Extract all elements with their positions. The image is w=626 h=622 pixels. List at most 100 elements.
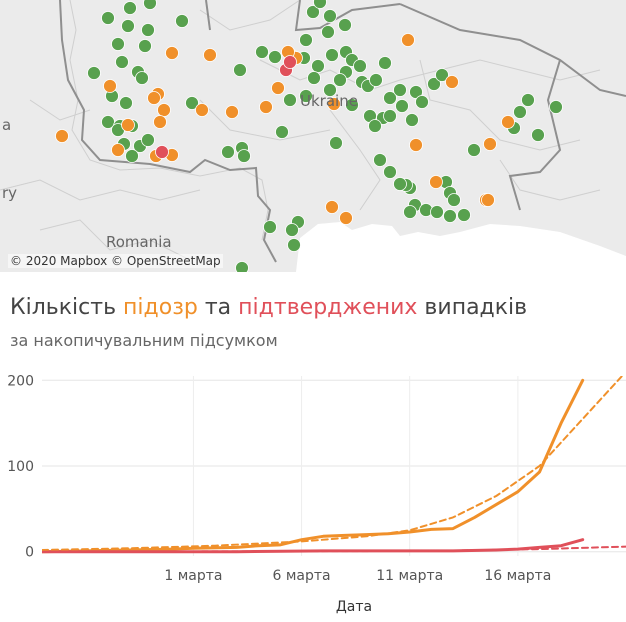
other-marker[interactable] (121, 19, 135, 33)
other-marker[interactable] (138, 39, 152, 53)
other-marker[interactable] (378, 56, 392, 70)
other-marker[interactable] (395, 99, 409, 113)
other-marker[interactable] (87, 66, 101, 80)
suspected-marker[interactable] (195, 103, 209, 117)
suspected-marker[interactable] (111, 143, 125, 157)
suspected-marker[interactable] (429, 175, 443, 189)
other-marker[interactable] (333, 73, 347, 87)
other-marker[interactable] (329, 136, 343, 150)
other-marker[interactable] (373, 153, 387, 167)
other-marker[interactable] (135, 71, 149, 85)
other-marker[interactable] (119, 96, 133, 110)
other-marker[interactable] (549, 100, 563, 114)
other-marker[interactable] (141, 133, 155, 147)
suspected-marker[interactable] (55, 129, 69, 143)
suspected-marker[interactable] (225, 105, 239, 119)
other-marker[interactable] (275, 125, 289, 139)
suspected-marker[interactable] (157, 103, 171, 117)
suspected-marker[interactable] (339, 211, 353, 225)
other-marker[interactable] (383, 109, 397, 123)
series-line-3[interactable] (42, 372, 626, 551)
other-marker[interactable] (513, 105, 527, 119)
suspected-marker[interactable] (325, 200, 339, 214)
other-marker[interactable] (393, 177, 407, 191)
suspected-marker[interactable] (401, 33, 415, 47)
suspected-marker[interactable] (147, 91, 161, 105)
suspected-marker[interactable] (153, 115, 167, 129)
other-marker[interactable] (285, 223, 299, 237)
suspected-marker[interactable] (327, 97, 341, 111)
line-chart[interactable]: 0 100 200 1 марта 6 марта 11 марта 16 марта Д… (0, 360, 626, 622)
map-attribution[interactable]: © 2020 Mapbox © OpenStreetMap (8, 254, 223, 268)
other-marker[interactable] (521, 93, 535, 107)
other-marker[interactable] (235, 261, 249, 273)
suspected-marker[interactable] (483, 137, 497, 151)
other-marker[interactable] (447, 193, 461, 207)
other-marker[interactable] (383, 165, 397, 179)
confirmed-marker[interactable] (155, 145, 169, 159)
other-marker[interactable] (185, 96, 199, 110)
other-marker[interactable] (369, 73, 383, 87)
series-line-1[interactable] (42, 378, 585, 554)
other-marker[interactable] (299, 33, 313, 47)
confirmed-markers[interactable] (155, 55, 297, 159)
other-marker[interactable] (409, 85, 423, 99)
other-marker[interactable] (457, 208, 471, 222)
other-marker[interactable] (255, 45, 269, 59)
other-marker[interactable] (311, 59, 325, 73)
other-marker[interactable] (323, 9, 337, 23)
suspected-marker[interactable] (203, 48, 217, 62)
other-marker[interactable] (321, 25, 335, 39)
other-marker[interactable] (141, 23, 155, 37)
other-marker[interactable] (299, 89, 313, 103)
suspected-marker[interactable] (103, 79, 117, 93)
other-marker[interactable] (383, 91, 397, 105)
other-marker[interactable] (143, 0, 157, 10)
other-marker[interactable] (531, 128, 545, 142)
series-lines[interactable] (42, 372, 626, 554)
covid-map[interactable]: Ukraine Romania a ry © 2020 Mapbox © Ope… (0, 0, 626, 272)
other-marker[interactable] (430, 205, 444, 219)
suspected-marker[interactable] (445, 75, 459, 89)
other-marker[interactable] (325, 48, 339, 62)
suspected-marker[interactable] (481, 193, 495, 207)
other-marker[interactable] (353, 59, 367, 73)
map-canvas[interactable] (0, 0, 626, 272)
other-markers[interactable] (87, 0, 563, 273)
other-marker[interactable] (405, 113, 419, 127)
suspected-marker[interactable] (121, 118, 135, 132)
suspected-marker[interactable] (259, 100, 273, 114)
other-marker[interactable] (123, 1, 137, 15)
other-marker[interactable] (101, 11, 115, 25)
other-marker[interactable] (415, 95, 429, 109)
other-marker[interactable] (115, 55, 129, 69)
suspected-marker[interactable] (501, 115, 515, 129)
other-marker[interactable] (338, 18, 352, 32)
other-marker[interactable] (307, 71, 321, 85)
other-marker[interactable] (443, 209, 457, 223)
other-marker[interactable] (221, 145, 235, 159)
other-marker[interactable] (403, 205, 417, 219)
suspected-marker[interactable] (165, 46, 179, 60)
other-marker[interactable] (435, 68, 449, 82)
other-marker[interactable] (467, 143, 481, 157)
other-marker[interactable] (233, 63, 247, 77)
other-marker[interactable] (263, 220, 277, 234)
suspected-marker[interactable] (271, 81, 285, 95)
other-marker[interactable] (306, 5, 320, 19)
other-marker[interactable] (237, 149, 251, 163)
other-marker[interactable] (427, 77, 441, 91)
confirmed-marker[interactable] (283, 55, 297, 69)
suspected-marker[interactable] (409, 138, 423, 152)
other-marker[interactable] (111, 37, 125, 51)
other-marker[interactable] (175, 14, 189, 28)
other-marker[interactable] (125, 149, 139, 163)
other-marker[interactable] (313, 0, 327, 9)
other-marker[interactable] (393, 83, 407, 97)
other-marker[interactable] (345, 98, 359, 112)
other-marker[interactable] (283, 93, 297, 107)
other-marker[interactable] (368, 119, 382, 133)
series-line-4[interactable] (42, 545, 626, 553)
other-marker[interactable] (323, 83, 337, 97)
other-marker[interactable] (268, 50, 282, 64)
